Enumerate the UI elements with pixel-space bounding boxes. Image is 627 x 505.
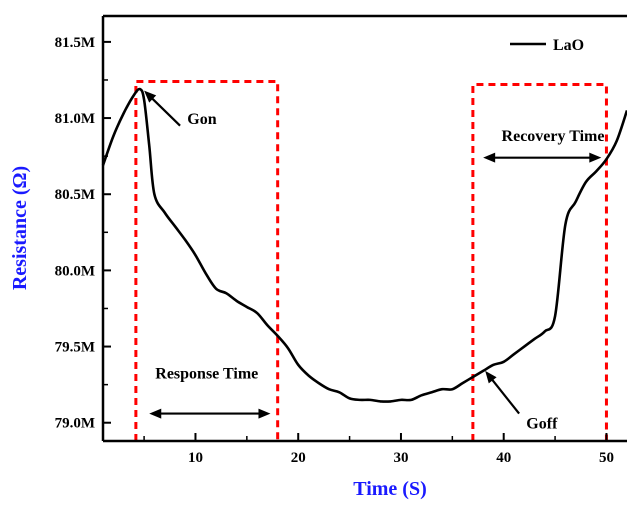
legend-label-lao: LaO <box>553 37 584 54</box>
y-axis-title: Resistance (Ω) <box>9 166 31 290</box>
legend: LaO <box>510 37 584 54</box>
arrow-head-right-4 <box>589 152 602 163</box>
x-tick-label: 10 <box>188 450 203 466</box>
dashed-box-1 <box>134 80 280 441</box>
x-tick-label: 30 <box>393 450 408 466</box>
y-tick-label: 80.5M <box>55 187 95 203</box>
x-tick-label: 20 <box>291 450 306 466</box>
annotation-label-2: Goff <box>526 416 558 433</box>
y-tick-label: 80.0M <box>55 263 95 279</box>
x-tick-label: 40 <box>496 450 511 466</box>
y-tick-label: 79.0M <box>55 416 95 432</box>
annotation-arrow-head-1 <box>144 90 157 103</box>
annotation-label-4: Recovery Time <box>502 128 605 145</box>
arrow-head-right-3 <box>258 408 271 419</box>
arrow-head-left-3 <box>149 408 162 419</box>
annotation-arrow-2 <box>489 376 520 415</box>
arrow-head-left-4 <box>483 152 496 163</box>
x-tick-label: 50 <box>599 450 614 466</box>
annotation-arrow-head-2 <box>485 370 497 384</box>
series-lao-line <box>101 87 627 403</box>
annotation-label-1: Gon <box>187 111 216 128</box>
dashed-box-2 <box>471 83 608 441</box>
y-tick-label: 79.5M <box>55 340 95 356</box>
annotation-arrow-1 <box>149 95 181 127</box>
annotation-label-3: Response Time <box>155 365 258 382</box>
y-tick-label: 81.5M <box>55 35 95 51</box>
y-tick-label: 81.0M <box>55 111 95 127</box>
x-axis-title: Time (S) <box>353 478 427 500</box>
